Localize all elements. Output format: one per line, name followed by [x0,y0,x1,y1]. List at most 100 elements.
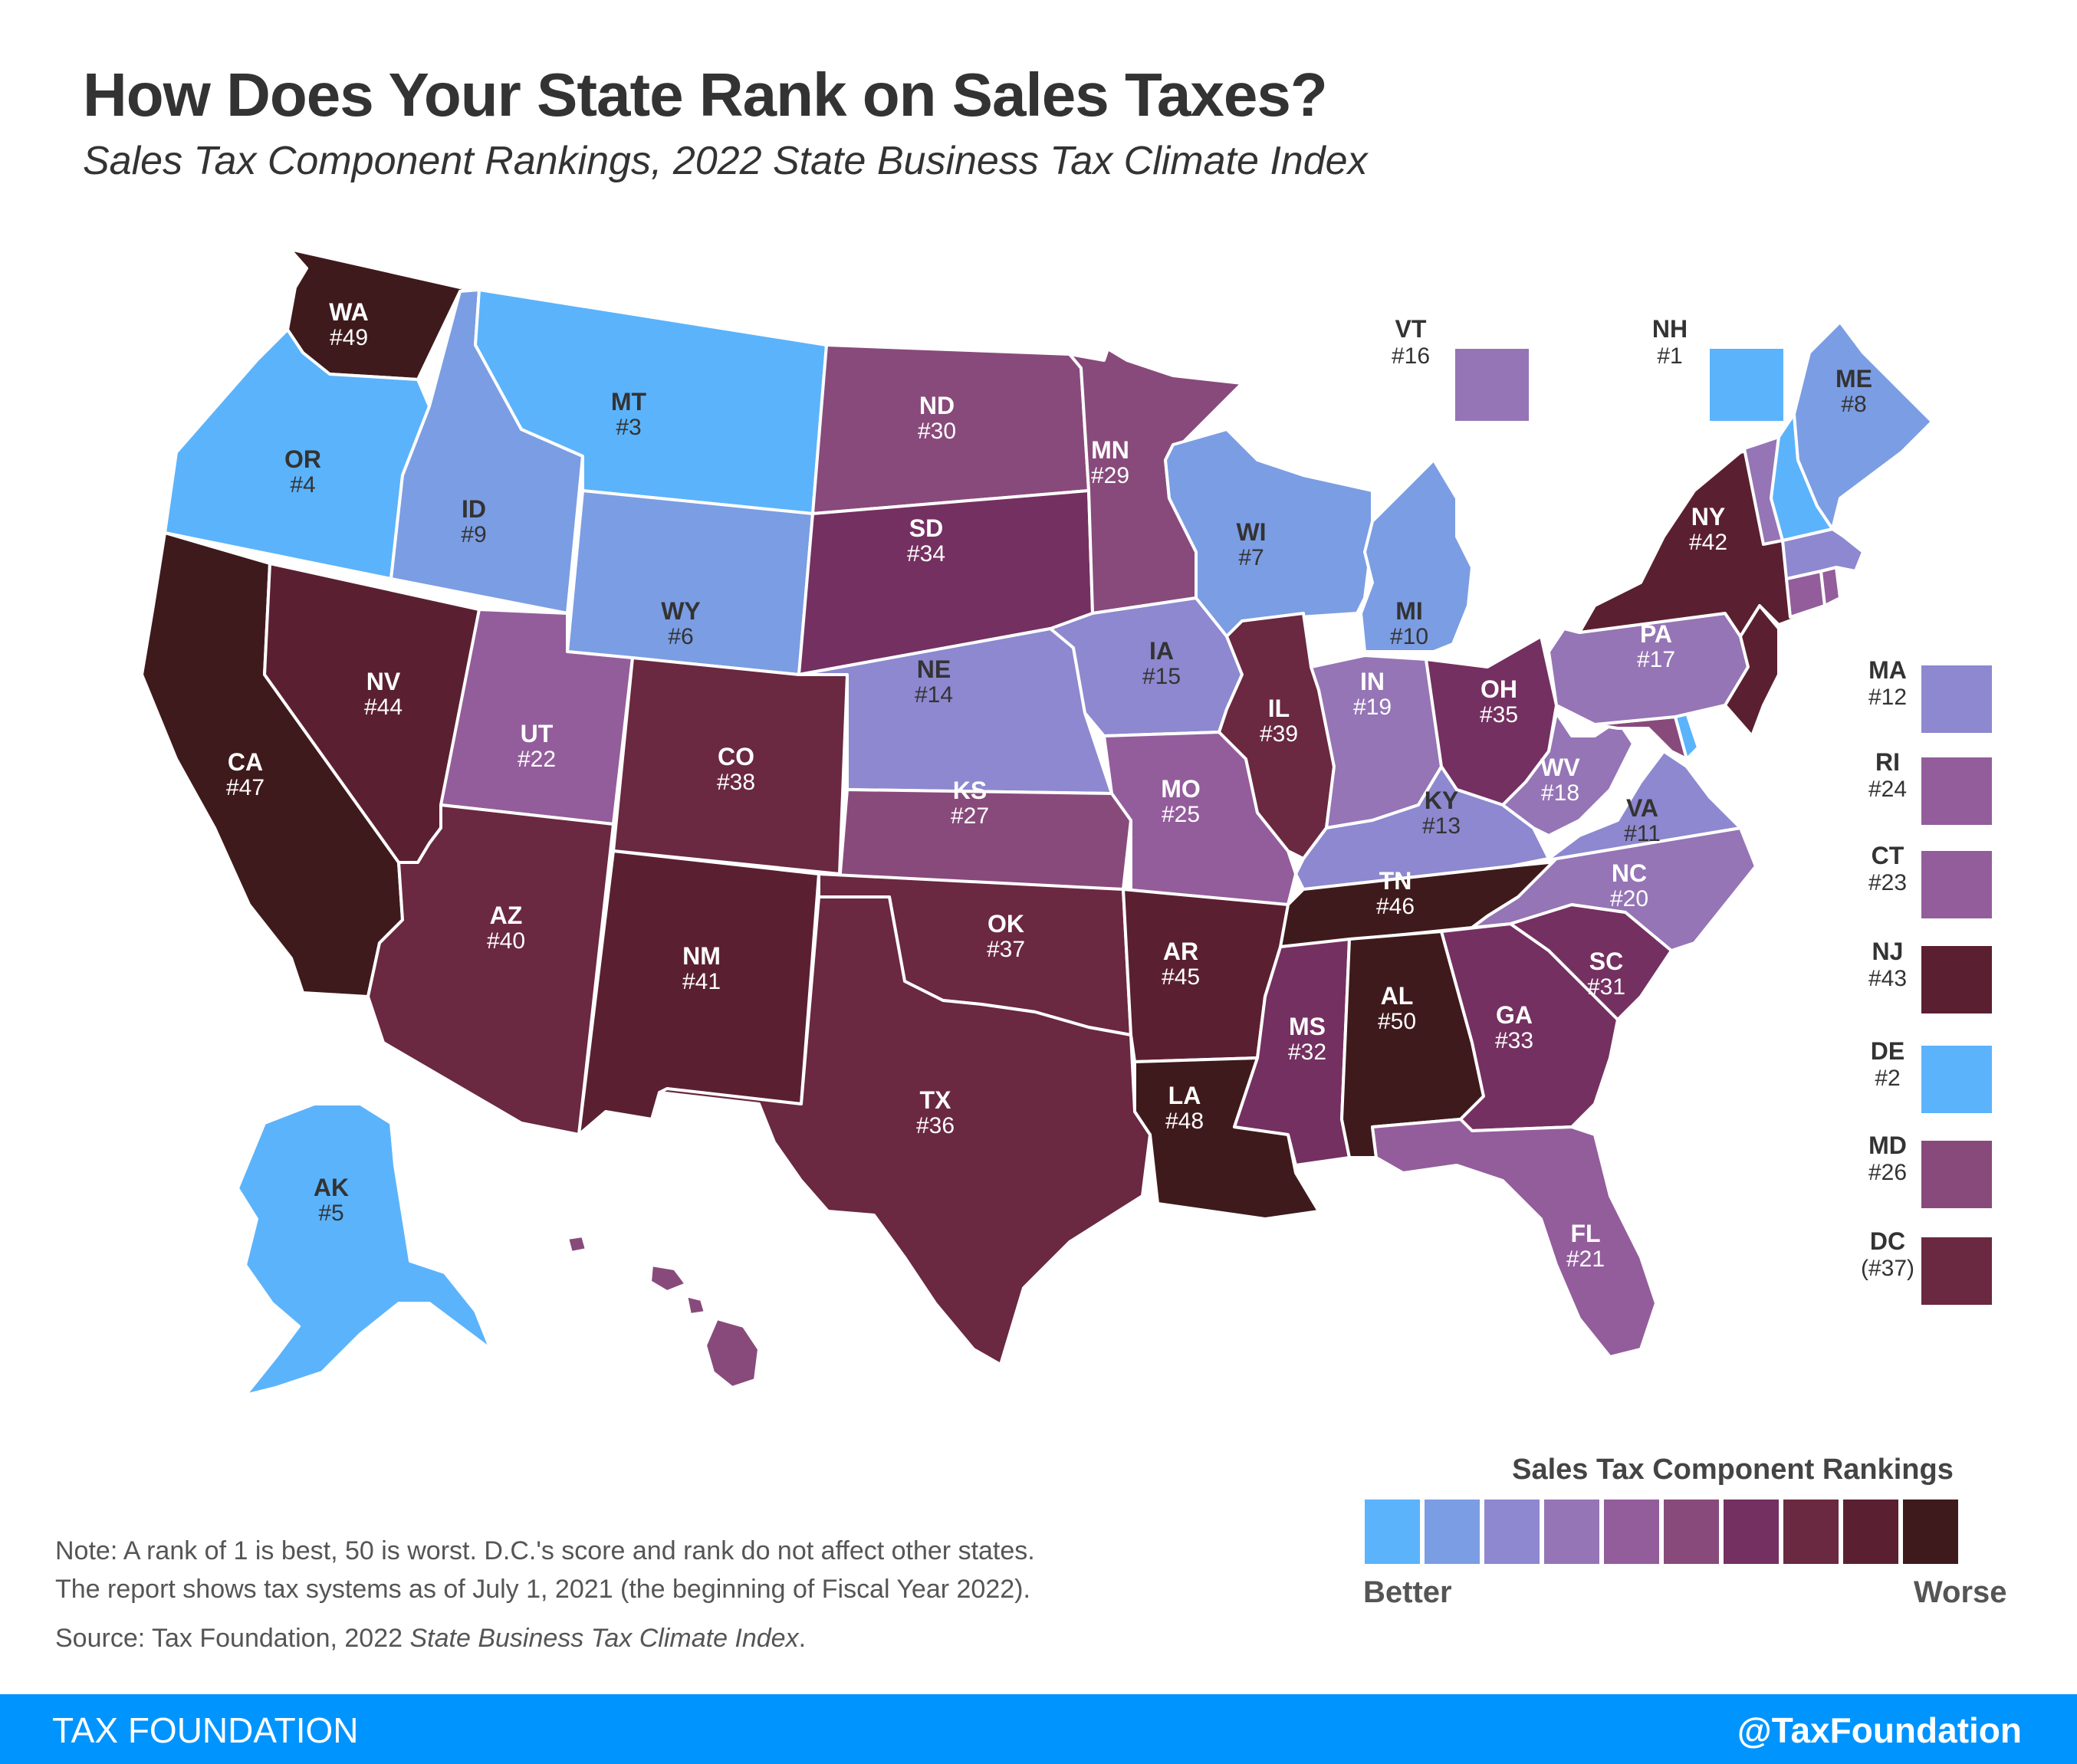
state-code-FL: FL [1570,1220,1600,1247]
callout-box-MA [1921,665,1992,733]
state-labels: WA#49OR#4CA#47ID#9NV#44MT#3WY#6UT#22AZ#4… [226,298,1914,1335]
state-code-MN: MN [1091,436,1129,464]
callout-box-MD [1921,1141,1992,1208]
state-rank-ND: #30 [918,419,956,444]
map-title: How Does Your State Rank on Sales Taxes? [83,61,1328,129]
state-rank-MO: #25 [1162,802,1200,827]
state-code-UT: UT [521,720,554,747]
state-rank-AL: #50 [1378,1009,1416,1034]
state-rank-TX: #36 [916,1113,955,1138]
state-code-NM: NM [682,942,721,970]
state-code-AR: AR [1163,938,1198,965]
state-rank-OH: #35 [1480,702,1518,728]
callout-rank-NH: #1 [1657,343,1682,369]
state-code-AK: AK [314,1174,349,1201]
callout-rank-MA: #12 [1868,685,1907,710]
state-RI [1819,566,1842,607]
source-line: Source: Tax Foundation, 2022 State Busin… [55,1619,1035,1657]
state-code-TN: TN [1379,867,1412,895]
state-rank-CO: #38 [717,770,755,795]
state-code-OR: OR [284,445,321,473]
legend-swatch-5 [1604,1500,1659,1564]
callout-code-DC: DC [1870,1227,1905,1255]
state-HI-islet-2 [685,1294,707,1316]
state-rank-IN: #19 [1353,695,1392,720]
state-NC [1471,826,1757,952]
callout-code-RI: RI [1875,748,1900,776]
state-rank-OR: #4 [290,472,315,498]
state-rank-WV: #18 [1541,780,1579,806]
state-rank-HI: #28 [626,1309,665,1335]
footer-handle: @TaxFoundation [1737,1710,2022,1750]
state-ME [1793,320,1934,531]
state-code-NV: NV [366,668,401,695]
legend-better-label: Better [1363,1575,1452,1609]
callout-rank-CT: #23 [1868,870,1907,895]
legend-color-scale [1365,1500,1958,1564]
note-line-1: Note: A rank of 1 is best, 50 is worst. … [55,1536,1035,1565]
state-rank-KY: #13 [1422,813,1461,839]
state-rank-MI: #10 [1390,624,1428,649]
state-code-KS: KS [953,777,987,804]
state-code-CO: CO [718,743,754,770]
state-rank-WY: #6 [668,624,693,649]
callout-rank-VT: #16 [1392,343,1430,369]
state-code-KY: KY [1425,787,1458,814]
state-rank-OK: #37 [987,937,1025,962]
state-code-AZ: AZ [490,902,523,929]
source-suffix: . [798,1624,807,1653]
state-code-MI: MI [1395,597,1423,625]
state-rank-FL: #21 [1566,1247,1605,1272]
state-MA [1781,527,1865,580]
state-rank-NM: #41 [682,969,721,994]
state-rank-SC: #31 [1587,974,1625,1000]
state-rank-IA: #15 [1142,664,1181,689]
legend-swatch-1 [1365,1500,1420,1564]
state-rank-ME: #8 [1841,392,1866,417]
state-rank-TN: #46 [1376,894,1415,919]
legend-swatch-2 [1425,1500,1480,1564]
state-code-VA: VA [1626,794,1658,822]
state-code-NY: NY [1691,503,1725,531]
legend-worse-label: Worse [1914,1575,2007,1609]
state-VA [1509,750,1742,868]
state-KS [838,788,1132,891]
state-rank-AK: #5 [318,1201,343,1226]
legend-title: Sales Tax Component Rankings [1512,1454,1954,1486]
footer-bar: TAX FOUNDATION @TaxFoundation [0,1694,2077,1764]
state-code-PA: PA [1640,620,1672,648]
legend-swatch-6 [1664,1500,1719,1564]
callout-box-RI [1921,757,1992,825]
state-rank-NY: #42 [1689,530,1727,555]
note-line-2: The report shows tax systems as of July … [55,1575,1030,1604]
state-rank-NE: #14 [915,682,953,708]
state-code-OH: OH [1481,675,1517,703]
state-rank-AR: #45 [1162,964,1200,990]
callout-code-NJ: NJ [1872,938,1904,965]
state-WI [1164,428,1374,638]
callout-rank-MD: #26 [1868,1160,1907,1185]
callout-rank-DE: #2 [1875,1066,1900,1091]
state-code-CA: CA [228,748,263,776]
callout-box-DC [1921,1237,1992,1305]
state-code-OK: OK [988,910,1024,938]
callout-box-NH [1710,349,1783,421]
state-code-WY: WY [661,597,701,625]
callout-rank-RI: #24 [1868,777,1907,802]
state-code-TX: TX [920,1086,952,1114]
state-code-WI: WI [1236,518,1266,546]
state-code-WA: WA [329,298,369,326]
state-code-ND: ND [919,392,955,419]
state-FL [1371,1118,1658,1358]
state-code-NE: NE [917,655,951,683]
callout-box-CT [1921,851,1992,918]
callout-rank-NJ: #43 [1868,966,1907,991]
source-prefix: Source: Tax Foundation, 2022 [55,1624,410,1653]
state-AK [236,1102,492,1397]
callout-code-MA: MA [1868,656,1907,684]
state-code-HI: HI [633,1283,658,1310]
state-rank-PA: #17 [1637,647,1675,672]
callout-code-MD: MD [1868,1132,1907,1159]
state-rank-GA: #33 [1495,1028,1533,1053]
